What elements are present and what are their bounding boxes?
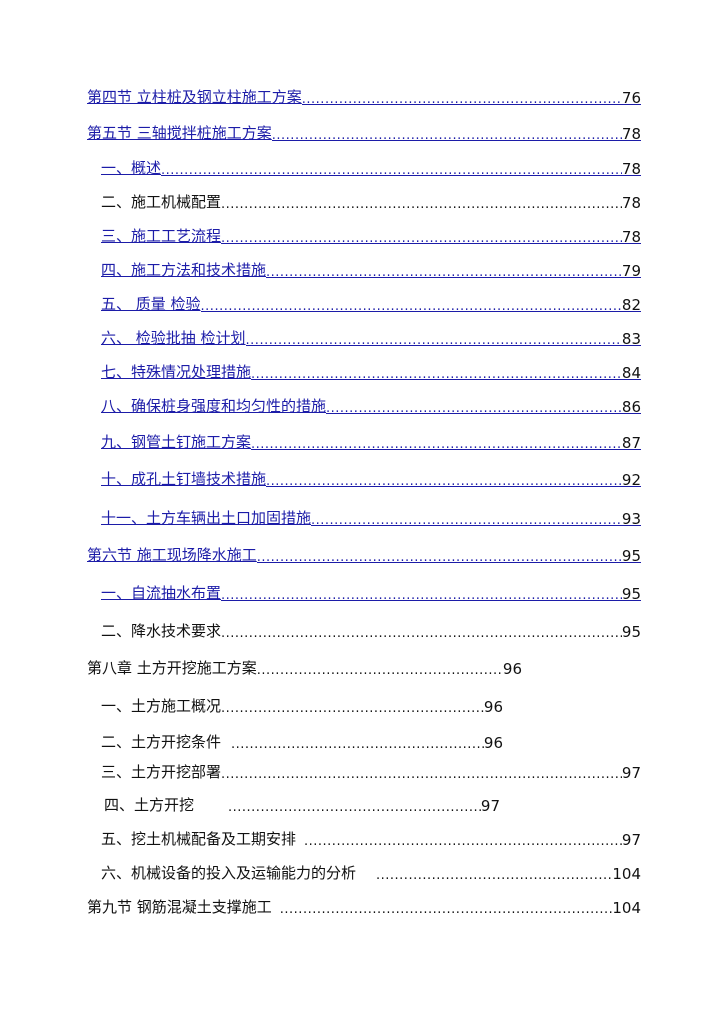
toc-entry[interactable]: 一、概述 78 xyxy=(101,158,641,178)
leader-dots xyxy=(221,231,622,246)
toc-label: 第六节 施工现场降水施工 xyxy=(87,546,257,564)
toc-label: 第五节 三轴搅拌桩施工方案 xyxy=(87,124,272,142)
toc-label: 十一、土方车辆出土口加固措施 xyxy=(101,509,312,527)
toc-label: 七、特殊情况处理措施 xyxy=(101,363,252,381)
leader-dots xyxy=(280,902,613,917)
toc-page: 86 xyxy=(621,398,641,416)
toc-entry[interactable]: 十、成孔土钉墙技术措施 92 xyxy=(101,469,641,489)
toc-entry[interactable]: 第五节 三轴搅拌桩施工方案 78 xyxy=(87,123,641,143)
toc-label: 二、降水技术要求 xyxy=(101,622,222,640)
leader-dots xyxy=(257,550,622,565)
toc-page: 78 xyxy=(621,228,641,246)
toc-page: 82 xyxy=(621,296,641,314)
toc-label: 第九节 钢筋混凝土支撑施工 xyxy=(87,898,272,916)
leader-dots xyxy=(201,299,622,314)
toc-entry: 二、土方开挖条件 96 xyxy=(101,732,503,752)
toc-page: 83 xyxy=(621,330,641,348)
toc-label: 一、概述 xyxy=(101,159,162,177)
toc-page: 96 xyxy=(483,734,503,752)
leader-dots xyxy=(221,701,484,716)
toc-entry: 四、土方开挖 97 xyxy=(104,795,500,815)
toc-label: 五、 质量 检验 xyxy=(101,295,201,313)
toc-page: 104 xyxy=(612,899,641,917)
toc-label: 四、土方开挖 xyxy=(104,796,195,814)
toc-entry[interactable]: 五、 质量 检验 82 xyxy=(101,294,641,314)
toc-label: 六、机械设备的投入及运输能力的分析 xyxy=(101,864,357,882)
leader-dots xyxy=(221,588,622,603)
toc-entry: 第九节 钢筋混凝土支撑施工 104 xyxy=(87,897,641,917)
toc-entry[interactable]: 三、施工工艺流程 78 xyxy=(101,226,641,246)
leader-dots xyxy=(376,868,612,883)
toc-page: 95 xyxy=(621,547,641,565)
leader-dots xyxy=(221,197,622,212)
toc-page: 84 xyxy=(621,364,641,382)
leader-dots xyxy=(221,767,622,782)
toc-entry[interactable]: 六、 检验批抽 检计划 83 xyxy=(101,328,641,348)
toc-label: 二、土方开挖条件 xyxy=(101,733,222,751)
toc-page: 97 xyxy=(621,764,641,782)
toc-label: 九、钢管土钉施工方案 xyxy=(101,433,252,451)
toc-label: 十、成孔土钉墙技术措施 xyxy=(101,470,267,488)
toc-page: 78 xyxy=(621,160,641,178)
leader-dots xyxy=(326,401,622,416)
toc-page: 79 xyxy=(621,262,641,280)
toc-entry: 二、施工机械配置 78 xyxy=(101,192,641,212)
leader-dots xyxy=(266,474,622,489)
leader-dots xyxy=(272,128,622,143)
toc-page: 96 xyxy=(483,698,503,716)
toc-page: 104 xyxy=(612,865,641,883)
toc-entry: 三、土方开挖部署 97 xyxy=(101,762,641,782)
toc-label: 六、 检验批抽 检计划 xyxy=(101,329,246,347)
toc-page: 87 xyxy=(621,434,641,452)
leader-dots xyxy=(228,800,481,815)
toc-label: 四、施工方法和技术措施 xyxy=(101,261,267,279)
leader-dots xyxy=(246,333,622,348)
toc-page: 97 xyxy=(480,797,500,815)
toc-label: 一、土方施工概况 xyxy=(101,697,222,715)
toc-entry[interactable]: 第四节 立柱桩及钢立柱施工方案 76 xyxy=(87,87,641,107)
toc-label: 第八章 土方开挖施工方案 xyxy=(87,659,257,677)
toc-entry[interactable]: 四、施工方法和技术措施 79 xyxy=(101,260,641,280)
toc-entry: 六、机械设备的投入及运输能力的分析 104 xyxy=(101,863,641,883)
toc-entry: 一、土方施工概况 96 xyxy=(101,696,503,716)
toc-entry[interactable]: 一、自流抽水布置 95 xyxy=(101,583,641,603)
leader-dots xyxy=(311,513,622,528)
toc-entry: 二、降水技术要求 95 xyxy=(101,621,641,641)
toc-page: 78 xyxy=(621,194,641,212)
leader-dots xyxy=(302,92,622,107)
leader-dots xyxy=(266,265,622,280)
toc-page: 92 xyxy=(621,471,641,489)
leader-dots xyxy=(257,663,503,678)
toc-entry[interactable]: 八、确保桩身强度和均匀性的措施 86 xyxy=(101,396,641,416)
leader-dots xyxy=(251,437,622,452)
leader-dots xyxy=(251,367,622,382)
toc-page: 97 xyxy=(621,831,641,849)
toc-page: 96 xyxy=(502,660,522,678)
toc-label: 三、施工工艺流程 xyxy=(101,227,222,245)
leader-dots xyxy=(161,163,622,178)
leader-dots xyxy=(221,626,622,641)
toc-label: 第四节 立柱桩及钢立柱施工方案 xyxy=(87,88,302,106)
toc-page: 93 xyxy=(621,510,641,528)
toc-entry[interactable]: 第六节 施工现场降水施工 95 xyxy=(87,545,641,565)
toc-label: 二、施工机械配置 xyxy=(101,193,222,211)
toc-entry: 五、挖土机械配备及工期安排 97 xyxy=(101,829,641,849)
toc-entry[interactable]: 十一、土方车辆出土口加固措施 93 xyxy=(101,508,641,528)
leader-dots xyxy=(304,834,622,849)
toc-label: 五、挖土机械配备及工期安排 xyxy=(101,830,297,848)
toc-page: 78 xyxy=(621,125,641,143)
toc-page: 76 xyxy=(621,89,641,107)
toc-label: 八、确保桩身强度和均匀性的措施 xyxy=(101,397,327,415)
toc-label: 一、自流抽水布置 xyxy=(101,584,222,602)
toc-entry[interactable]: 七、特殊情况处理措施 84 xyxy=(101,362,641,382)
toc-label: 三、土方开挖部署 xyxy=(101,763,222,781)
toc-page: 95 xyxy=(621,585,641,603)
toc-page: 95 xyxy=(621,623,641,641)
toc-entry: 第八章 土方开挖施工方案 96 xyxy=(87,658,522,678)
leader-dots xyxy=(231,737,484,752)
toc-entry[interactable]: 九、钢管土钉施工方案 87 xyxy=(101,432,641,452)
